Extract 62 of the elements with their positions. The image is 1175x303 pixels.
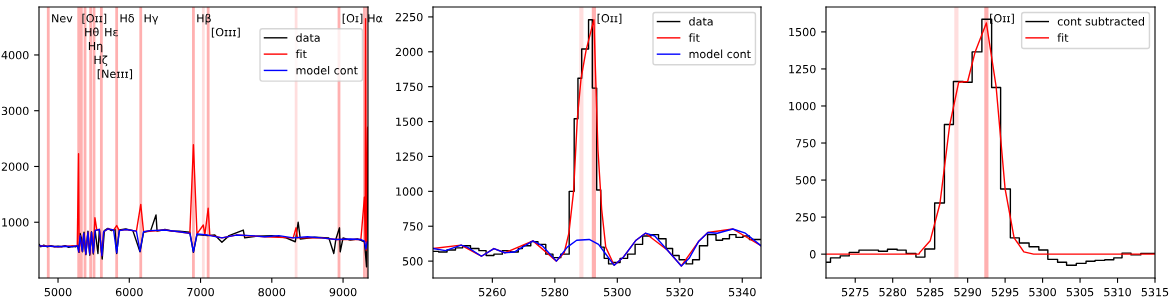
line-series [39, 228, 368, 257]
y-tick-label: 0 [809, 250, 816, 259]
ref-line-label: Hθ [85, 27, 99, 37]
y-tick-label: 1500 [789, 27, 816, 37]
ref-line-label: Hδ [120, 14, 134, 23]
y-tick-label: 750 [402, 222, 423, 231]
x-tick-label: 5315 [1141, 287, 1169, 297]
y-tick-label: 4000 [1, 50, 29, 60]
x-tick-label: 5285 [916, 287, 944, 297]
y-tick-label: 1000 [2, 218, 29, 227]
ref-line-label: [Oɪɪ] [990, 13, 1014, 24]
x-tick-label: 8000 [258, 287, 286, 297]
y-tick-label: 2000 [1, 162, 29, 171]
y-tick-label: 1500 [396, 117, 423, 126]
legend-label: data [296, 33, 320, 42]
ref-line-label: Nev [52, 14, 73, 23]
x-tick-label: 5340 [728, 287, 756, 297]
x-tick-label: 5280 [541, 287, 569, 297]
y-tick-label: 2250 [395, 12, 423, 22]
y-tick-label: 750 [795, 138, 816, 148]
ref-line-label: Hβ [197, 13, 211, 25]
x-tick-label: 9000 [329, 287, 357, 297]
legend-label: fit [688, 33, 700, 42]
x-tick-label: 5000 [44, 287, 72, 297]
ref-line-label: Hη [88, 41, 103, 53]
x-tick-label: 5300 [1029, 287, 1056, 297]
ref-line-label: [Oɪɪ] [82, 13, 107, 24]
legend-label: model cont [296, 65, 358, 75]
y-tick-label: 3000 [1, 106, 29, 116]
legend-label: fit [1057, 33, 1069, 42]
y-tick-label: 1000 [396, 187, 423, 196]
y-tick-label: 1250 [789, 64, 816, 74]
y-tick-label: 1000 [789, 101, 816, 111]
legend-label: model cont [689, 49, 751, 59]
legend-label: cont subtracted [1057, 17, 1144, 26]
ref-line-label: [Neɪɪɪ] [97, 69, 133, 80]
x-tick-label: 7000 [187, 287, 214, 297]
x-tick-label: 5275 [841, 287, 869, 297]
x-tick-label: 5295 [991, 287, 1019, 297]
y-tick-label: 2000 [395, 47, 423, 57]
x-tick-label: 5290 [954, 287, 982, 297]
ref-line-label: [Oɪ] [342, 13, 363, 24]
x-tick-label: 5300 [604, 287, 631, 297]
ref-line-label: [Oɪɪɪ] [211, 27, 240, 38]
y-tick-label: 1250 [396, 152, 423, 161]
y-tick-label: 1750 [396, 82, 423, 92]
y-tick-label: 500 [795, 176, 816, 185]
legend-label: data [689, 17, 713, 26]
x-tick-label: 5280 [879, 287, 907, 297]
x-tick-label: 6000 [115, 287, 143, 297]
legend-label: fit [295, 49, 307, 59]
line-series [433, 228, 761, 267]
ref-line-label: Hζ [94, 55, 108, 67]
ref-line-label: Hε [105, 28, 118, 37]
ref-line-label: Hγ [144, 14, 159, 25]
y-tick-label: 250 [795, 213, 816, 222]
x-tick-label: 5305 [1066, 287, 1094, 297]
x-tick-label: 5310 [1104, 287, 1131, 297]
x-tick-label: 5320 [666, 287, 694, 297]
x-tick-label: 5260 [479, 287, 506, 297]
y-tick-label: 500 [402, 257, 423, 266]
ref-line-label: [Oɪɪ] [597, 13, 622, 24]
